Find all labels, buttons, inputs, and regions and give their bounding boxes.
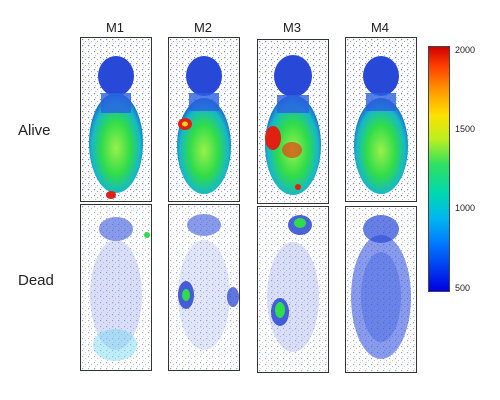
mouse-image-m2-dead — [169, 205, 239, 370]
panel-m3-alive — [257, 39, 329, 204]
mouse-image-m4-alive — [346, 38, 416, 201]
panel-m4-alive — [345, 37, 417, 202]
panel-m4-dead — [345, 206, 417, 373]
row-label-alive: Alive — [18, 122, 51, 139]
mouse-image-m2-alive — [169, 38, 239, 201]
column-label-m2: M2 — [193, 20, 213, 35]
mouse-image-m1-dead — [81, 205, 151, 370]
panel-m1-alive — [80, 37, 152, 202]
column-label-m4: M4 — [370, 20, 390, 35]
colorbar-tick-1500: 1500 — [455, 124, 476, 134]
colorbar-tick-500: 500 — [455, 283, 471, 293]
panel-m2-dead — [168, 204, 240, 371]
colorbar-tick-1000: 1000 — [455, 203, 476, 213]
mouse-image-m3-dead — [258, 207, 328, 372]
column-label-m3: M3 — [282, 20, 302, 35]
colorbar-tick-2000: 2000 — [455, 45, 476, 55]
panel-m3-dead — [257, 206, 329, 373]
panel-m1-dead — [80, 204, 152, 371]
panel-m2-alive — [168, 37, 240, 202]
row-label-dead: Dead — [18, 272, 54, 289]
mouse-image-m4-dead — [346, 207, 416, 372]
colorbar — [428, 46, 450, 292]
column-label-m1: M1 — [105, 20, 125, 35]
mouse-image-m3-alive — [258, 40, 328, 203]
mouse-image-m1-alive — [81, 38, 151, 201]
